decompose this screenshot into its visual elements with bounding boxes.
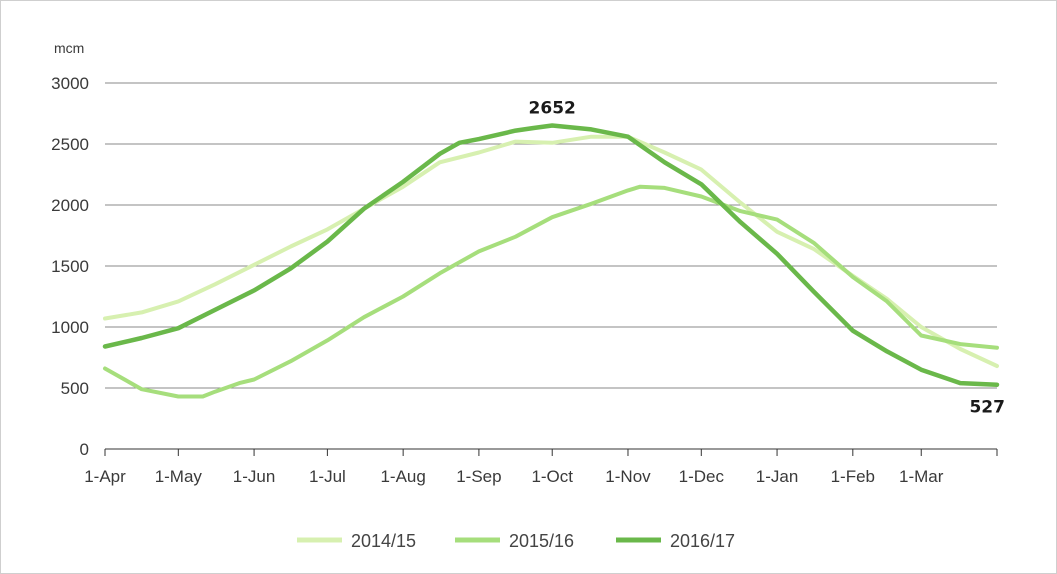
y-tick-label: 0 <box>80 440 89 459</box>
y-tick-label: 2000 <box>51 196 89 215</box>
y-tick-label: 1000 <box>51 318 89 337</box>
x-tick-label: 1-Feb <box>831 467 875 486</box>
gridlines <box>105 82 997 389</box>
data-label: 527 <box>969 398 1005 418</box>
x-tick-label: 1-Apr <box>84 467 126 486</box>
x-tick-label: 1-Dec <box>679 467 725 486</box>
x-tick-label: 1-Jan <box>756 467 799 486</box>
y-tick-label: 2500 <box>51 135 89 154</box>
y-tick-label: 3000 <box>51 74 89 93</box>
legend-label: 2016/17 <box>670 531 735 551</box>
series-lines <box>102 123 1000 399</box>
legend-label: 2015/16 <box>509 531 574 551</box>
x-tick-label: 1-Sep <box>456 467 501 486</box>
labels: 0 500 1000 1500 2000 2500 3000 mcm 1-Apr 1-May 1-J… <box>51 40 1005 486</box>
y-tick-label: 1500 <box>51 257 89 276</box>
x-tick-label: 1-Mar <box>899 467 944 486</box>
legend: 2014/15 2015/16 2016/17 <box>297 531 735 551</box>
data-label: 2652 <box>529 98 576 118</box>
x-tick-label: 1-Aug <box>380 467 425 486</box>
x-tick-label: 1-Oct <box>531 467 573 486</box>
series-line-2016-17 <box>102 123 1000 387</box>
x-tick-label: 1-Jun <box>233 467 276 486</box>
x-tick-label: 1-Nov <box>605 467 651 486</box>
axes <box>104 448 998 456</box>
y-tick-label: 500 <box>61 379 89 398</box>
series-line-2015-16 <box>103 184 999 399</box>
y-axis-unit-label: mcm <box>54 40 84 56</box>
series-line-2014-15 <box>103 134 999 368</box>
x-tick-label: 1-May <box>155 467 203 486</box>
legend-label: 2014/15 <box>351 531 416 551</box>
x-tick-label: 1-Jul <box>309 467 346 486</box>
